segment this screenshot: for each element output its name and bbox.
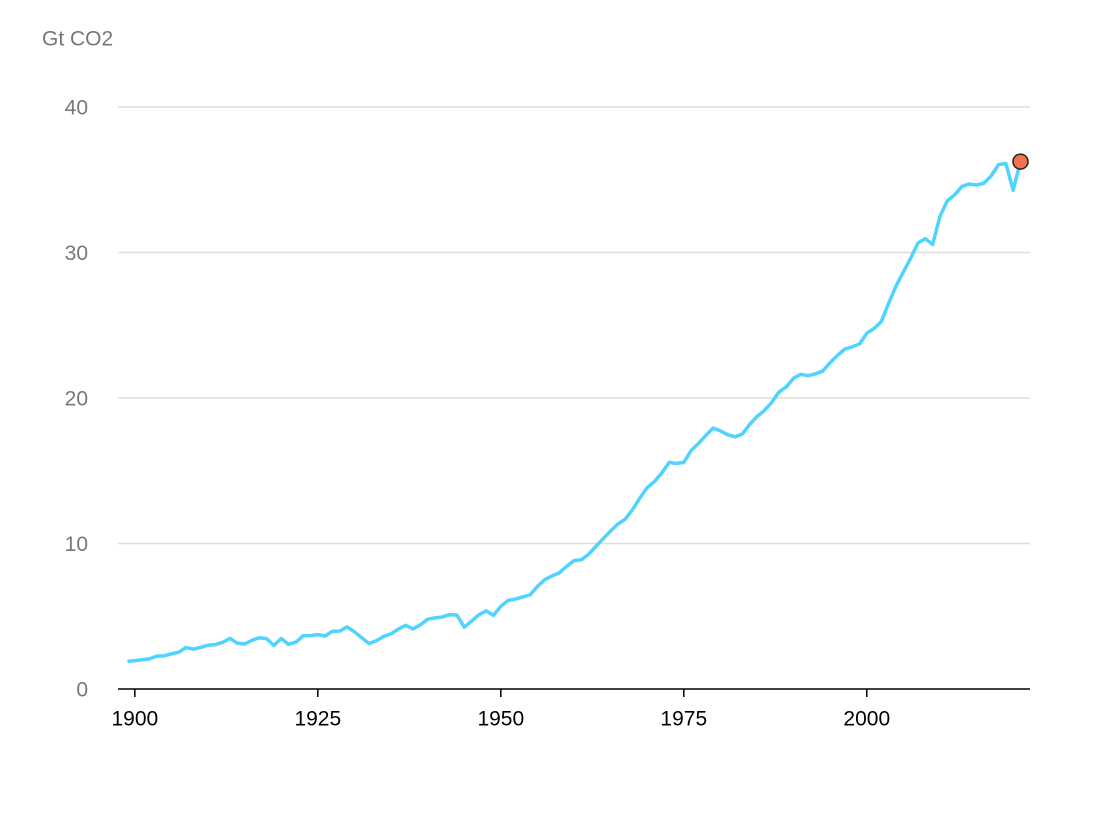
series-line — [127, 161, 1023, 664]
y-axis-label: Gt CO2 — [42, 28, 113, 51]
y-tick-label: 40 — [65, 97, 88, 120]
x-tick-label: 1900 — [111, 708, 158, 731]
x-tick-label: 2000 — [843, 708, 890, 731]
x-tick-label: 1950 — [477, 708, 524, 731]
x-tick-label: 1975 — [660, 708, 707, 731]
latest-point — [1012, 153, 1029, 170]
y-tick-label: 0 — [76, 679, 88, 702]
x-tick-label: 1925 — [294, 708, 341, 731]
y-tick-label: 10 — [65, 533, 88, 556]
y-tick-label: 30 — [65, 242, 88, 265]
y-tick-label: 20 — [65, 388, 88, 411]
